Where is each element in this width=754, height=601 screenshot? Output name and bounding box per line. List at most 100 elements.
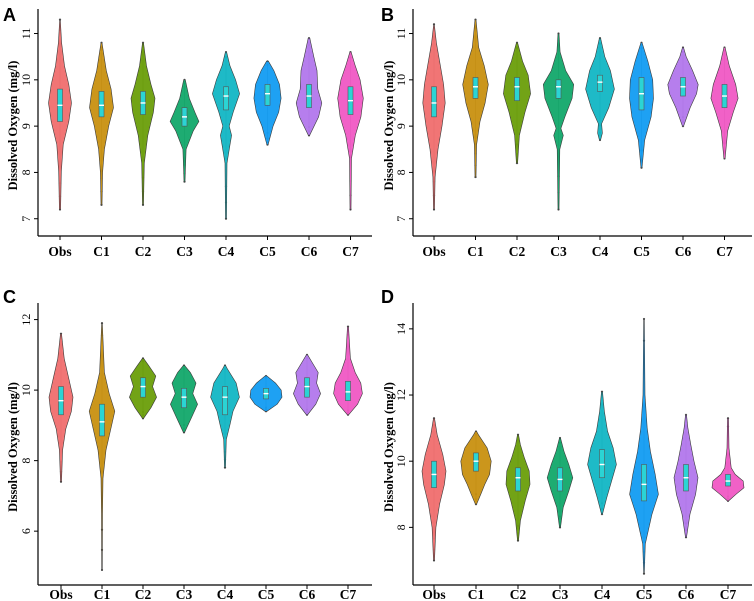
violin-c5 [629, 317, 659, 575]
y-axis-label: Dissolved Oxygen (mg/l) [382, 382, 396, 512]
x-tick-label: Obs [48, 244, 71, 259]
chart-panel-b: B Dissolved Oxygen (mg/l) 7 8 9 10 11 Obs C1 C2 C3… [381, 5, 752, 259]
violin-body [88, 322, 116, 571]
x-tick-label: C2 [510, 587, 527, 601]
y-tick-label: 8 [394, 524, 408, 530]
x-tick-label: C7 [342, 244, 359, 259]
violin-c6 [295, 37, 323, 137]
iqr-box [264, 84, 271, 106]
x-tick-label: C6 [675, 244, 692, 259]
x-tick-label: C2 [509, 244, 526, 259]
x-tick-label: C4 [594, 587, 611, 601]
y-tick-label: 8 [19, 169, 33, 175]
chart-panel-a: A Dissolved Oxygen (mg/l) 7 8 9 10 11 Obs C1 C2 C3… [3, 5, 372, 259]
iqr-box [181, 388, 187, 409]
x-tick-label: C5 [258, 587, 275, 601]
violin-body [210, 365, 240, 469]
y-tick-label: 11 [394, 28, 408, 40]
violin-body [629, 318, 659, 575]
y-tick-label: 10 [394, 74, 408, 86]
iqr-box [515, 467, 521, 492]
y-tick-label: 8 [394, 169, 408, 175]
iqr-box [599, 449, 605, 479]
y-axis-label: Dissolved Oxygen (mg/l) [382, 61, 396, 191]
panel-letter-d: D [381, 287, 394, 307]
violin-body [333, 326, 363, 416]
violin-body [130, 42, 156, 206]
iqr-box [431, 86, 437, 118]
y-tick-label: 14 [394, 323, 408, 335]
iqr-box [99, 403, 105, 437]
x-tick-label: C1 [468, 587, 485, 601]
violin-c5 [249, 374, 283, 413]
violin-c5 [629, 41, 654, 169]
iqr-box [345, 380, 351, 401]
y-tick-label: 6 [19, 528, 33, 534]
x-tick-label: C7 [720, 587, 737, 601]
violin-body [89, 42, 114, 206]
x-tick-label: C7 [716, 244, 733, 259]
violin-c2 [505, 433, 531, 542]
x-tick-label: C7 [340, 587, 357, 601]
y-tick-label: 10 [19, 74, 33, 86]
x-tick-label: C5 [633, 244, 650, 259]
violin-c6 [293, 353, 321, 416]
x-tick-label: C1 [93, 244, 110, 259]
violin-c4 [210, 364, 240, 469]
y-tick-label: 10 [394, 455, 408, 467]
violin-body [542, 33, 575, 210]
violin-c6 [673, 413, 699, 539]
iqr-box [472, 77, 479, 99]
y-axis-label: Dissolved Oxygen (mg/l) [6, 382, 20, 512]
x-tick-label: Obs [422, 587, 445, 601]
x-tick-label: C3 [176, 587, 193, 601]
violin-c2 [503, 41, 531, 165]
violin-c6 [667, 46, 699, 128]
violin-c1 [460, 430, 492, 506]
x-tick-label: Obs [422, 244, 445, 259]
x-tick-label: C2 [135, 244, 152, 259]
violin-c3 [542, 32, 575, 211]
violin-body [337, 51, 364, 210]
x-tick-label: C4 [217, 587, 234, 601]
y-tick-label: 7 [394, 216, 408, 222]
violin-body [711, 417, 745, 502]
violin-body [421, 417, 447, 561]
iqr-box [555, 79, 562, 99]
iqr-box [725, 474, 731, 487]
y-tick-label: 7 [19, 216, 33, 222]
y-tick-label: 12 [19, 314, 33, 326]
iqr-box [641, 464, 647, 502]
violin-body [169, 79, 200, 183]
iqr-box [98, 91, 105, 118]
violin-obs [48, 332, 74, 483]
violin-c3 [169, 78, 200, 183]
y-axis-label: Dissolved Oxygen (mg/l) [6, 61, 20, 191]
x-tick-label: C6 [301, 244, 318, 259]
x-tick-label: C6 [678, 587, 695, 601]
y-tick-label: 10 [19, 384, 33, 396]
violin-c4 [587, 390, 617, 516]
violin-obs [422, 23, 446, 211]
violin-c3 [170, 364, 198, 434]
iqr-box [304, 377, 310, 398]
iqr-box [222, 386, 228, 416]
x-tick-label: C4 [592, 244, 609, 259]
x-tick-label: C1 [467, 244, 484, 259]
violin-c2 [130, 41, 156, 206]
violin-c2 [129, 357, 157, 420]
x-tick-label: C3 [176, 244, 193, 259]
violin-c1 [462, 18, 489, 179]
violin-body [503, 42, 531, 164]
y-tick-label: 8 [19, 458, 33, 464]
panel-letter-b: B [381, 5, 394, 25]
x-tick-label: Obs [49, 587, 72, 601]
x-tick-label: C5 [259, 244, 276, 259]
violin-obs [421, 417, 447, 562]
violin-body [212, 51, 240, 220]
violin-obs [48, 18, 72, 211]
violin-c4 [212, 50, 240, 220]
chart-panel-c: C Dissolved Oxygen (mg/l) 6 8 10 12 Obs C1 C2 C3 C… [3, 287, 372, 601]
violin-c7 [333, 325, 363, 416]
